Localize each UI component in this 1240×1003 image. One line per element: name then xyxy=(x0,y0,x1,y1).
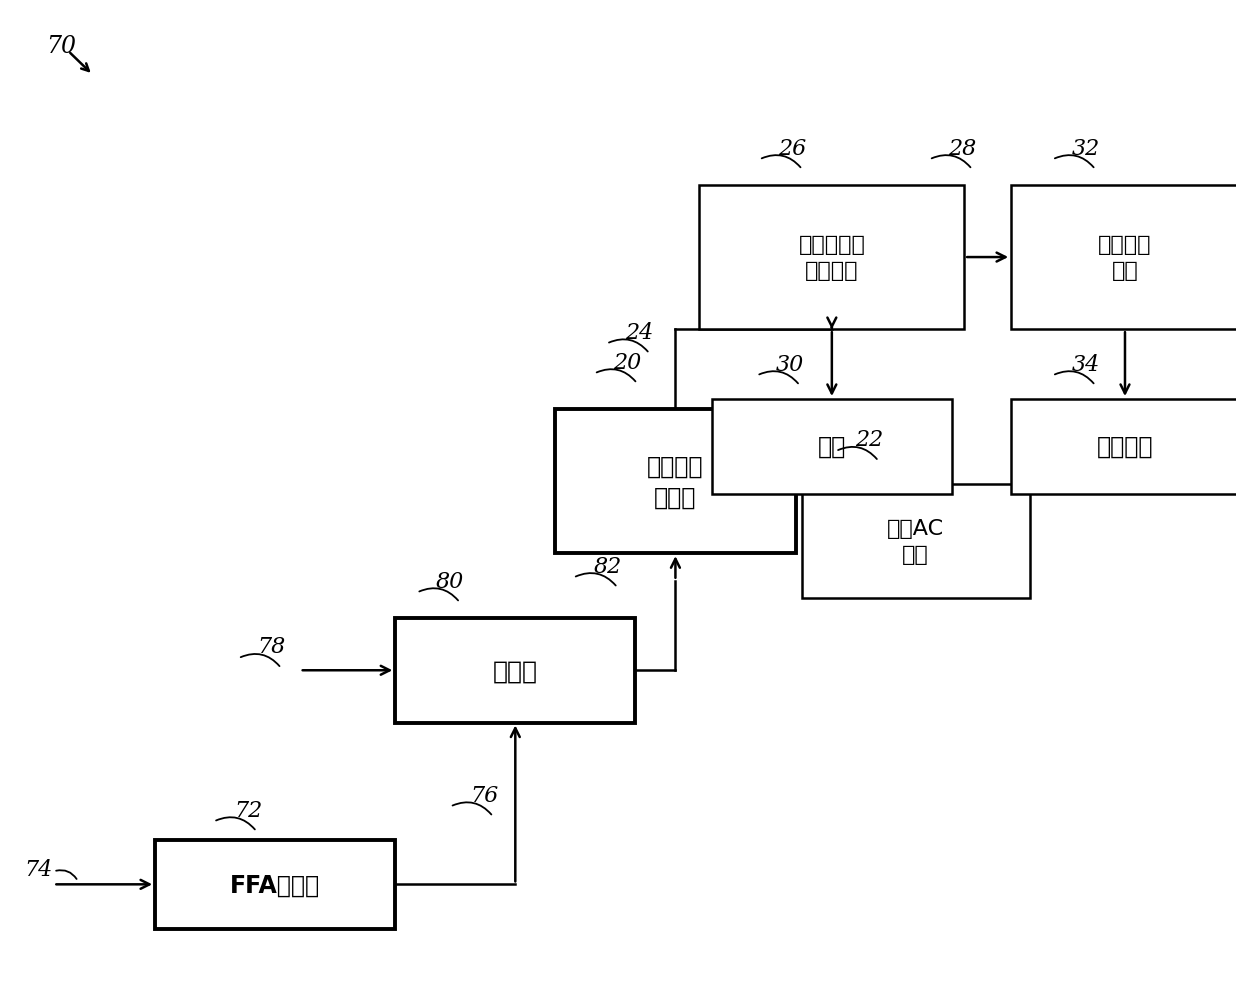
Text: 82: 82 xyxy=(594,556,621,577)
FancyBboxPatch shape xyxy=(712,399,952,494)
FancyBboxPatch shape xyxy=(155,840,396,929)
Text: 26: 26 xyxy=(779,137,806,159)
Text: 高压AC
电源: 高压AC 电源 xyxy=(887,519,944,565)
Text: 混合器: 混合器 xyxy=(492,659,538,683)
Text: 等离子体
反应器: 等离子体 反应器 xyxy=(647,453,703,510)
Text: 70: 70 xyxy=(46,35,76,58)
Text: 74: 74 xyxy=(25,859,53,881)
FancyBboxPatch shape xyxy=(699,186,965,330)
FancyBboxPatch shape xyxy=(802,484,1029,599)
Text: 24: 24 xyxy=(626,321,653,343)
FancyBboxPatch shape xyxy=(1011,186,1239,330)
Text: 28: 28 xyxy=(949,137,977,159)
Text: FFA预处理: FFA预处理 xyxy=(231,873,320,897)
Text: 生物柴油: 生物柴油 xyxy=(1096,435,1153,458)
Text: 80: 80 xyxy=(436,570,464,592)
Text: 78: 78 xyxy=(258,636,285,658)
FancyBboxPatch shape xyxy=(556,409,796,554)
Text: 生物柴油与
甘油分离: 生物柴油与 甘油分离 xyxy=(799,235,866,281)
FancyBboxPatch shape xyxy=(396,619,635,723)
Text: 76: 76 xyxy=(470,784,498,806)
Text: 20: 20 xyxy=(614,351,641,373)
Text: 30: 30 xyxy=(776,353,804,375)
Text: 甘油: 甘油 xyxy=(817,435,846,458)
Text: 生物柴油
纯化: 生物柴油 纯化 xyxy=(1099,235,1152,281)
Text: 34: 34 xyxy=(1071,353,1100,375)
Text: 22: 22 xyxy=(854,429,883,450)
Text: 72: 72 xyxy=(234,798,262,820)
FancyBboxPatch shape xyxy=(1011,399,1239,494)
Text: 32: 32 xyxy=(1071,137,1100,159)
